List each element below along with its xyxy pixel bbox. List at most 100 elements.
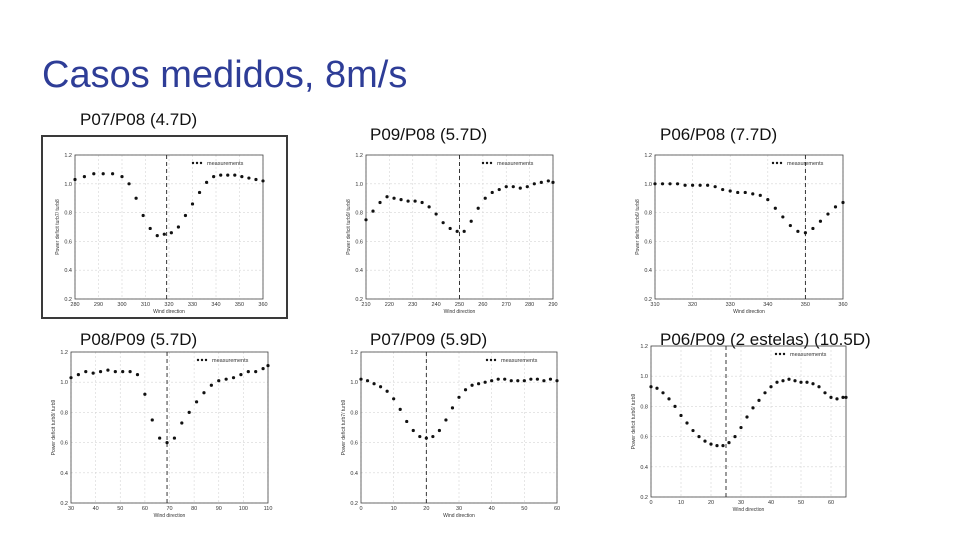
y-tick-label: 1.2 [355, 153, 363, 159]
panel-label-p08p09: P08/P09 (5.7D) [80, 330, 198, 349]
data-point [359, 377, 363, 381]
data-point [529, 377, 533, 381]
data-point [817, 385, 821, 389]
y-tick-label: 0.8 [350, 410, 358, 416]
x-tick-label: 210 [361, 302, 370, 308]
data-point [739, 425, 743, 430]
data-point [73, 177, 77, 182]
data-point [751, 192, 755, 196]
x-tick-label: 330 [188, 302, 197, 308]
data-point [111, 172, 115, 176]
y-tick-label: 1.0 [350, 380, 358, 386]
y-tick-label: 0.8 [644, 211, 652, 217]
data-point [261, 179, 265, 183]
data-point [463, 388, 468, 392]
plot-area [74, 154, 264, 300]
data-point [483, 380, 487, 384]
y-tick-label: 0.6 [640, 435, 648, 441]
plot-area [650, 345, 847, 498]
x-tick-label: 60 [142, 506, 148, 512]
data-point [372, 382, 376, 386]
data-point [803, 231, 807, 235]
x-tick-label: 250 [455, 302, 464, 308]
data-point [379, 385, 383, 389]
data-point [92, 172, 96, 176]
data-point [135, 373, 140, 377]
data-point [555, 379, 559, 383]
data-point [539, 180, 543, 184]
data-point [799, 380, 803, 384]
legend-marker [489, 161, 493, 165]
data-point [424, 436, 428, 440]
data-point [113, 370, 117, 374]
x-tick-label: 300 [117, 302, 126, 308]
chart-p08p09: 30 40 50 60 70 80 90 100 110 0.2 0.4 0.6 0.8 1.0 1.2 Wi… [51, 350, 272, 519]
data-point [457, 395, 461, 399]
y-axis-label: Power deficit turb7/ turb9 [341, 399, 347, 455]
x-tick-label: 240 [432, 302, 441, 308]
data-point [120, 175, 124, 179]
data-point [398, 407, 402, 411]
x-tick-label: 80 [191, 506, 197, 512]
data-point [763, 391, 767, 395]
data-point [805, 380, 809, 384]
slide-title: Casos medidos, 8m/s [42, 54, 408, 96]
y-tick-label: 0.2 [350, 501, 358, 507]
data-point [509, 379, 513, 383]
x-tick-label: 50 [521, 506, 527, 512]
data-point [775, 380, 779, 384]
data-point [751, 406, 755, 410]
y-tick-label: 1.0 [64, 182, 72, 188]
x-tick-label: 40 [768, 500, 774, 506]
legend-label: measurements [787, 161, 824, 167]
x-tick-label: 100 [239, 506, 248, 512]
x-tick-label: 280 [70, 302, 79, 308]
x-tick-label: 310 [650, 302, 659, 308]
chart-p07p09: 0 10 20 30 40 50 60 0.2 0.4 0.6 0.8 1.0 1.2 Wind dire… [341, 350, 560, 519]
data-point [127, 182, 131, 186]
data-point [781, 379, 785, 383]
data-point [176, 225, 180, 229]
y-tick-label: 0.4 [644, 268, 652, 274]
data-point [399, 198, 403, 202]
x-tick-label: 0 [649, 500, 652, 506]
x-tick-label: 280 [525, 302, 534, 308]
data-point [431, 434, 435, 439]
data-point [121, 370, 125, 374]
plot-area [654, 154, 844, 300]
y-tick-label: 1.2 [64, 153, 72, 159]
data-point [190, 202, 195, 206]
x-tick-label: 30 [68, 506, 74, 512]
data-point [787, 377, 791, 381]
y-tick-label: 0.8 [64, 211, 72, 217]
data-point [128, 370, 132, 374]
x-tick-label: 320 [164, 302, 173, 308]
data-point [781, 215, 785, 219]
data-point [691, 183, 695, 187]
x-tick-label: 230 [408, 302, 417, 308]
data-point [143, 392, 147, 396]
data-point [706, 183, 710, 187]
data-point [183, 213, 188, 218]
x-tick-label: 340 [763, 302, 772, 308]
panel-label-p09p08: P09/P08 (5.7D) [370, 125, 488, 144]
y-tick-label: 0.8 [355, 211, 363, 217]
x-tick-label: 360 [258, 302, 267, 308]
x-tick-label: 30 [738, 500, 744, 506]
data-point [444, 418, 448, 422]
panel-label-p06p09: P06/P09 (2 estelas) (10.5D) [660, 330, 871, 349]
x-tick-label: 320 [688, 302, 697, 308]
x-tick-label: 30 [456, 506, 462, 512]
data-point [844, 395, 848, 399]
data-point [224, 377, 228, 381]
data-point [496, 377, 500, 381]
data-point [187, 410, 191, 414]
legend-marker [191, 161, 195, 165]
y-tick-label: 0.6 [350, 441, 358, 447]
data-point [823, 391, 827, 395]
data-point [811, 226, 815, 231]
data-point [413, 199, 417, 203]
data-point [106, 368, 110, 372]
data-point [246, 370, 250, 374]
data-point [715, 444, 719, 448]
